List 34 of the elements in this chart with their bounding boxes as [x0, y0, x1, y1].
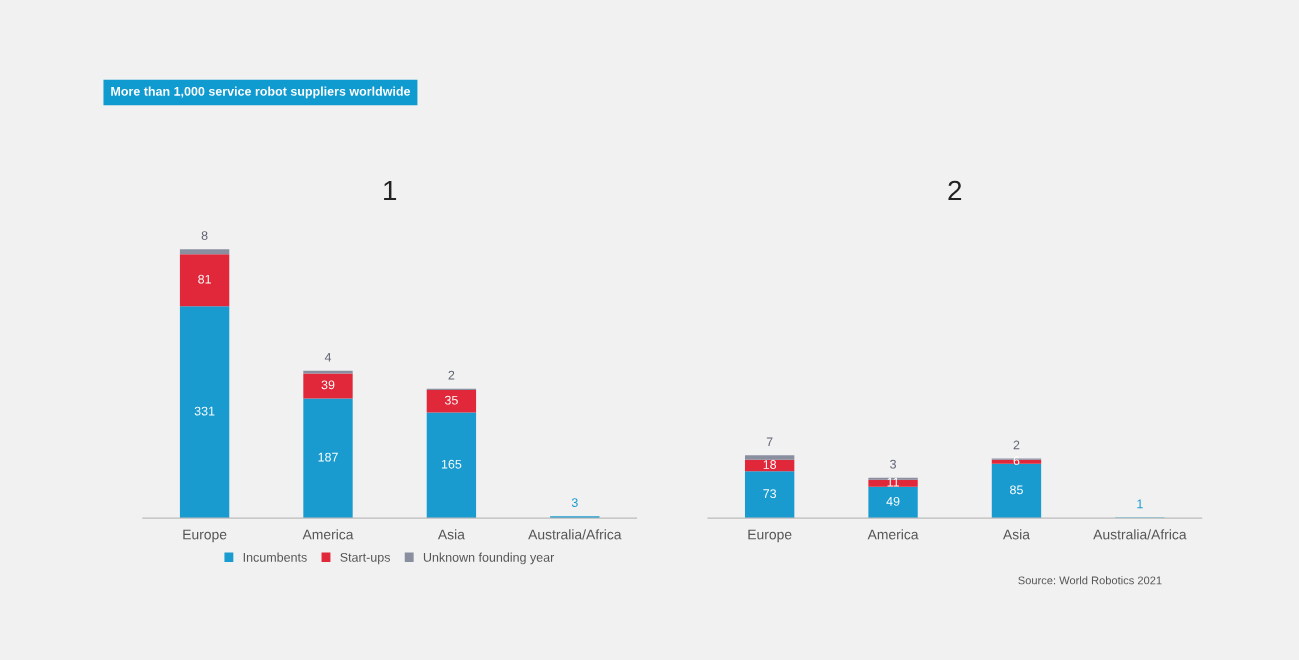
x-tick-label: Asia	[437, 529, 465, 540]
data-label: 49	[886, 496, 900, 506]
data-label: 4	[324, 352, 332, 362]
chart-subtitle: 2	[948, 180, 962, 201]
data-label: 81	[198, 274, 211, 284]
data-label: 1	[1137, 499, 1143, 509]
data-label: 3	[571, 498, 578, 507]
data-label: 35	[444, 395, 458, 405]
data-label: 85	[1010, 485, 1023, 495]
data-label: 73	[763, 489, 777, 499]
data-label: 3	[890, 459, 896, 469]
x-tick-label: America	[867, 529, 919, 540]
data-label: 11	[887, 477, 899, 487]
data-label: 8	[201, 231, 208, 241]
x-tick-label: America	[302, 529, 354, 540]
x-tick-label: Europe	[748, 529, 792, 543]
data-label: 331	[194, 406, 215, 416]
x-tick-label: Asia	[1002, 529, 1030, 540]
chart-subtitle: 1	[384, 180, 397, 201]
chart-title: More than 1,000 service robot suppliers worldwide	[111, 86, 411, 99]
legend-label: Unknown founding year	[423, 552, 555, 565]
data-label: 39	[321, 380, 335, 390]
legend-label: Start-ups	[340, 552, 390, 565]
data-label: 165	[441, 459, 462, 469]
data-label: 7	[766, 437, 773, 447]
x-tick-label: Australia/Africa	[1093, 529, 1187, 540]
data-label: 187	[318, 452, 338, 462]
data-label: 2	[1013, 440, 1020, 450]
data-label: 2	[448, 370, 455, 380]
source-note: Source: World Robotics 2021	[1018, 576, 1162, 585]
legend-label: Incumbents	[243, 552, 307, 562]
x-tick-label: Europe	[183, 529, 227, 543]
x-tick-label: Australia/Africa	[528, 529, 622, 540]
data-label: 18	[763, 460, 777, 469]
